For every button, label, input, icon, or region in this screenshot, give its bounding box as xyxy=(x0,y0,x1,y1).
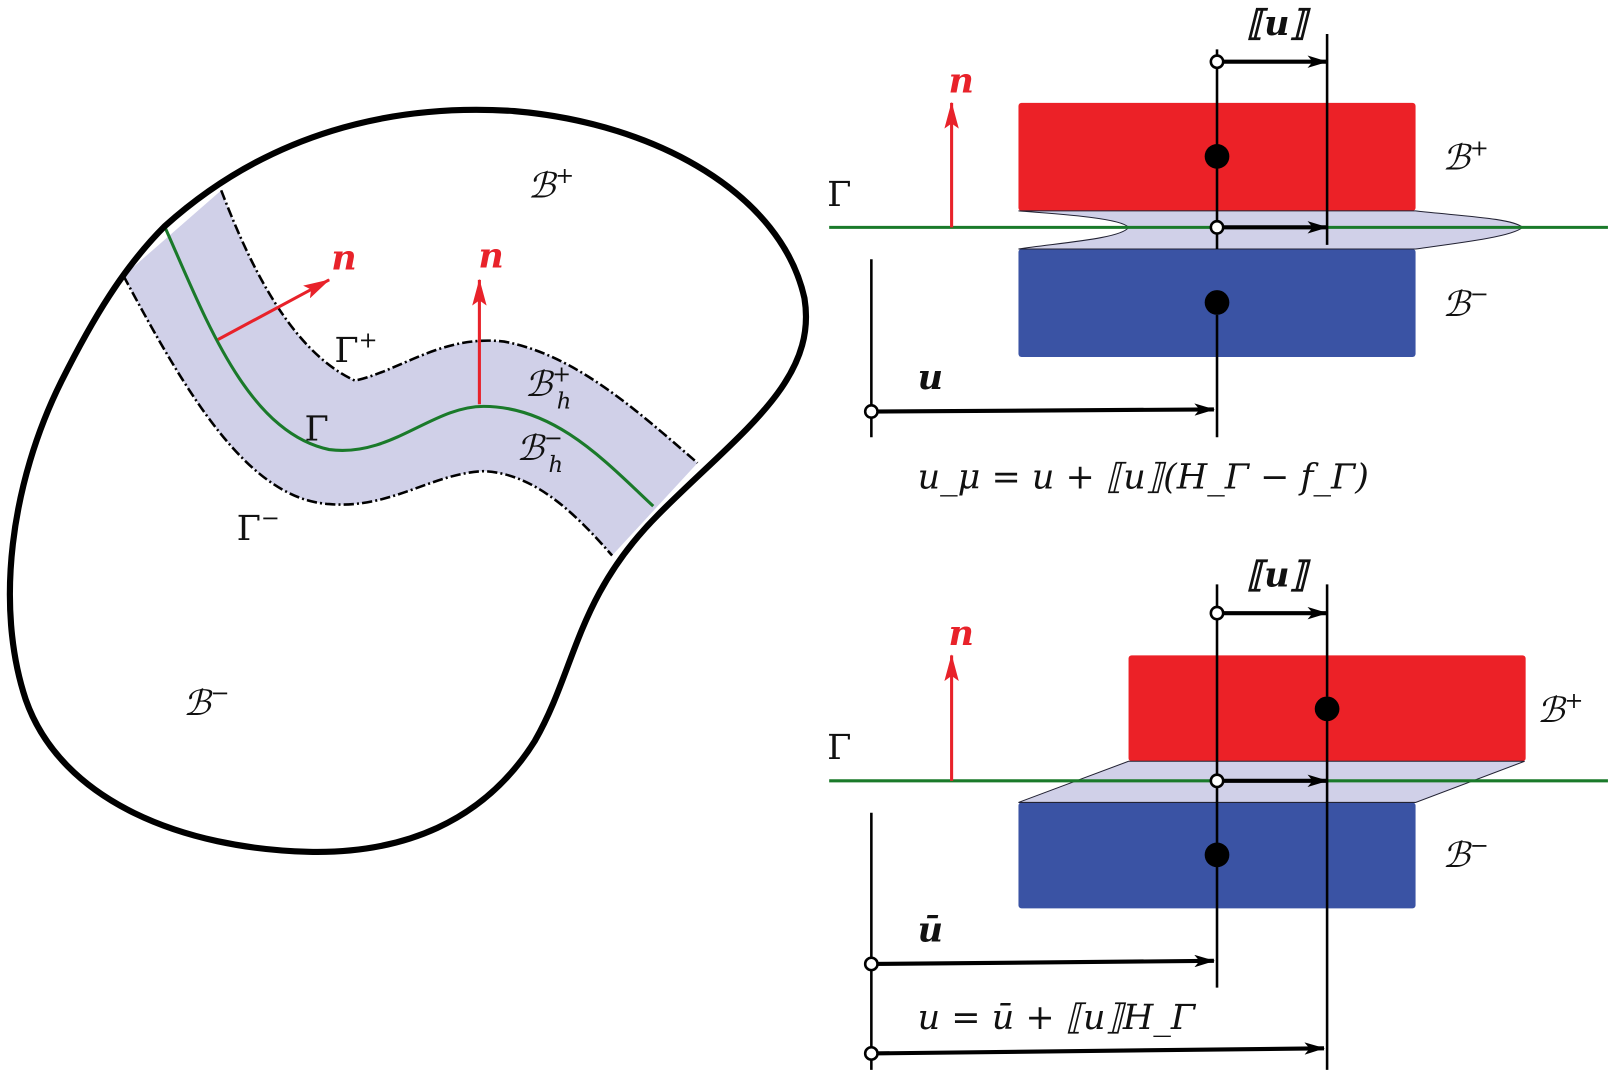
point-minus xyxy=(1204,290,1230,315)
normal-label-2: n xyxy=(478,235,503,276)
b-minus-label: ℬ− xyxy=(183,681,229,724)
gamma-plus-boundary xyxy=(219,189,699,464)
open-node xyxy=(863,1045,879,1061)
band-region xyxy=(1018,210,1524,250)
ubar-arrow xyxy=(871,954,1215,968)
b-plus-label: ℬ+ xyxy=(528,163,574,206)
open-node xyxy=(863,956,879,972)
point-minus xyxy=(1204,842,1230,868)
u-label: u xyxy=(918,357,943,398)
gamma-interface xyxy=(163,225,655,508)
open-node xyxy=(1209,773,1225,789)
point-plus xyxy=(1314,696,1340,722)
body-outline xyxy=(6,106,809,855)
b-plus-label: ℬ+ xyxy=(1537,688,1583,731)
gamma-label: Γ xyxy=(827,728,851,768)
b-plus-label: ℬ+ xyxy=(1442,135,1488,178)
gamma-plus-label: Γ+ xyxy=(334,328,377,371)
jump-label: ⟦u⟧ xyxy=(1247,554,1312,595)
b-minus-label: ℬ− xyxy=(1442,833,1488,876)
top-right-panel: ⟦u⟧ n Γ ℬ+ ℬ− u u_μ = u + ⟦u⟧(H_Γ − f_Γ) xyxy=(827,3,1608,498)
open-node xyxy=(1209,219,1225,235)
gamma-minus-label: Γ− xyxy=(237,506,280,549)
u-arrow xyxy=(871,1042,1326,1056)
bh-minus-label: ℬ− h xyxy=(516,425,563,478)
open-node xyxy=(1209,605,1225,621)
jump-label: ⟦u⟧ xyxy=(1247,3,1312,44)
normal-arrow-1 xyxy=(217,278,331,341)
normal-label: n xyxy=(949,613,974,654)
point-plus xyxy=(1204,144,1230,169)
bh-plus-label: ℬ+ h xyxy=(525,362,572,415)
normal-label-1: n xyxy=(331,238,356,279)
gamma-label: Γ xyxy=(305,409,329,449)
gamma-label: Γ xyxy=(827,175,851,215)
ubar-label: ū xyxy=(918,909,943,950)
open-node xyxy=(863,404,879,419)
equation: u = ū + ⟦u⟧H_Γ xyxy=(918,998,1197,1038)
equation: u_μ = u + ⟦u⟧(H_Γ − f_Γ) xyxy=(918,458,1369,498)
u-arrow xyxy=(871,403,1215,416)
left-panel: n n ℬ+ ℬ− Γ+ Γ− Γ ℬ+ h ℬ− h xyxy=(6,106,809,855)
band-region xyxy=(123,190,698,556)
b-minus-label: ℬ− xyxy=(1442,281,1488,324)
bottom-right-panel: ⟦u⟧ n Γ ℬ+ ℬ− ū u = ū + ⟦u⟧H_Γ xyxy=(827,554,1608,1070)
open-node xyxy=(1209,54,1225,70)
gamma-minus-boundary xyxy=(122,275,614,557)
normal-label: n xyxy=(949,61,974,102)
